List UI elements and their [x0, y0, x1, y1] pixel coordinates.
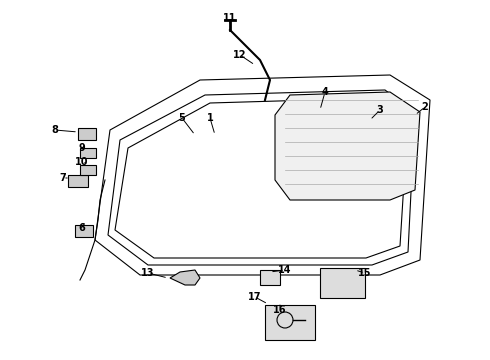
Text: 3: 3	[377, 105, 383, 115]
Text: 17: 17	[248, 292, 262, 302]
Text: 10: 10	[75, 157, 89, 167]
Polygon shape	[170, 270, 200, 285]
Text: 2: 2	[421, 102, 428, 112]
Text: 1: 1	[207, 113, 213, 123]
FancyBboxPatch shape	[75, 225, 93, 237]
Text: 6: 6	[78, 223, 85, 233]
FancyBboxPatch shape	[68, 175, 88, 187]
Text: 9: 9	[78, 143, 85, 153]
Text: 11: 11	[223, 13, 237, 23]
Text: 16: 16	[273, 305, 287, 315]
FancyBboxPatch shape	[260, 270, 280, 285]
Text: 13: 13	[141, 268, 155, 278]
Text: 12: 12	[233, 50, 247, 60]
Text: 8: 8	[51, 125, 58, 135]
Polygon shape	[275, 92, 420, 200]
Text: 7: 7	[60, 173, 66, 183]
FancyBboxPatch shape	[80, 165, 96, 175]
FancyBboxPatch shape	[320, 268, 365, 298]
Text: 15: 15	[358, 268, 372, 278]
FancyBboxPatch shape	[80, 148, 96, 158]
FancyBboxPatch shape	[78, 128, 96, 140]
Text: 5: 5	[179, 113, 185, 123]
Text: 14: 14	[278, 265, 292, 275]
Text: 4: 4	[321, 87, 328, 97]
FancyBboxPatch shape	[265, 305, 315, 340]
